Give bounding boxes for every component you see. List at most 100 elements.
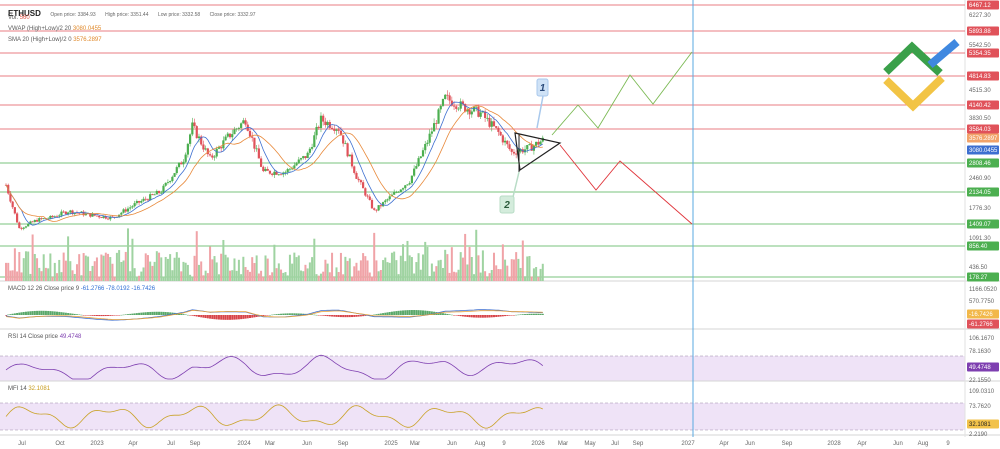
price-axis-label-17: 1091.30 (969, 236, 991, 242)
volume-bar (251, 257, 254, 281)
macd-tag-3 (967, 319, 999, 329)
macd-bar (229, 315, 232, 320)
volume-bar (397, 274, 400, 281)
volume-bar (22, 258, 25, 281)
volume-bar (120, 261, 123, 281)
candle (109, 216, 112, 220)
candle (235, 128, 238, 130)
candle (67, 212, 70, 215)
macd-bar (100, 315, 103, 317)
volume-bar (173, 257, 176, 281)
macd-bar (317, 315, 320, 316)
volume-bar (315, 274, 318, 281)
macd-bar (93, 315, 96, 316)
time-axis-label-14: 9 (502, 441, 506, 447)
macd-bar (242, 315, 245, 319)
volume-bar (530, 276, 533, 281)
volume-bar (53, 262, 56, 281)
macd-bar (468, 315, 471, 318)
candle (362, 182, 365, 189)
candle (510, 149, 513, 152)
candle (20, 228, 23, 229)
volume-bar (11, 270, 14, 281)
macd-bar (142, 312, 145, 315)
volume-bar (87, 256, 90, 281)
macd-bar (204, 315, 207, 319)
macd-bar (424, 310, 427, 315)
macd-bar (313, 314, 316, 316)
volume-bar (109, 257, 112, 281)
sma-label: SMA 20 (High+Low)/2 0 (8, 37, 72, 43)
candle (126, 208, 130, 212)
volume-bar (222, 239, 225, 281)
macd-bar (473, 315, 476, 318)
macd-bar (82, 315, 85, 316)
volume-bar (506, 265, 509, 281)
candle (228, 133, 232, 138)
bearish-projection-path (559, 144, 693, 225)
volume-bar (140, 271, 143, 281)
candle (95, 215, 99, 217)
volume-bar (195, 231, 198, 281)
volume-bar (180, 271, 183, 281)
candle (519, 149, 522, 152)
volume-bar (273, 244, 276, 281)
volume-bar (448, 272, 451, 281)
macd-bar (131, 313, 134, 315)
macd-bar (95, 315, 98, 317)
time-axis-label-27: Aug (918, 441, 929, 447)
time-axis-label-21: Apr (719, 441, 728, 447)
macd-bar (184, 314, 187, 316)
macd-bar (426, 310, 429, 315)
volume-bar (475, 229, 478, 281)
volume-bar (393, 251, 396, 281)
volume-bar (9, 270, 12, 281)
macd-bar (120, 314, 123, 316)
candle (295, 163, 298, 166)
volume-bar (184, 262, 187, 281)
candle (370, 199, 374, 209)
volume-bar (13, 248, 16, 281)
macd-bar (339, 315, 342, 318)
volume-bar (395, 260, 398, 281)
vwap-label: VWAP (High+Low)/2 20 (8, 26, 72, 32)
candle (200, 136, 203, 145)
candle (364, 188, 367, 196)
macd-bar (140, 312, 143, 315)
volume-bar (406, 240, 409, 281)
candle (373, 208, 376, 210)
macd-pane-label: MACD 12 26 Close price 9 -61.2766 -78.01… (8, 286, 155, 292)
macd-bar (89, 315, 92, 316)
volume-bar (162, 276, 165, 281)
macd-bar (189, 315, 192, 316)
volume-bar (51, 276, 54, 281)
candle (215, 148, 218, 157)
macd-bar (29, 311, 32, 315)
macd-bar (169, 312, 172, 315)
macd-bar (222, 315, 225, 320)
candle (222, 140, 225, 149)
volume-bar (433, 271, 436, 281)
time-axis-label-3: Apr (128, 441, 137, 447)
candles-group (4, 90, 544, 231)
candle (324, 121, 327, 126)
macd-bar (215, 315, 218, 320)
price-axis-label-10: 3576.2897 (969, 136, 998, 142)
time-axis-label-1: Oct (55, 441, 65, 447)
volume-bar (166, 258, 169, 281)
macd-bar (84, 315, 87, 316)
candle (169, 181, 172, 183)
macd-bar (164, 312, 167, 315)
macd-bar (151, 311, 154, 315)
rsi-band (0, 356, 965, 381)
vwap-line (5, 101, 544, 226)
macd-bar (295, 313, 298, 315)
open-price: Open price: 3384.93 (50, 12, 96, 18)
candle (470, 111, 473, 115)
macd-bar (428, 311, 431, 315)
candle (257, 148, 260, 159)
volume-bar (357, 270, 360, 281)
macd-bar (220, 315, 223, 320)
volume-bar (428, 276, 431, 281)
